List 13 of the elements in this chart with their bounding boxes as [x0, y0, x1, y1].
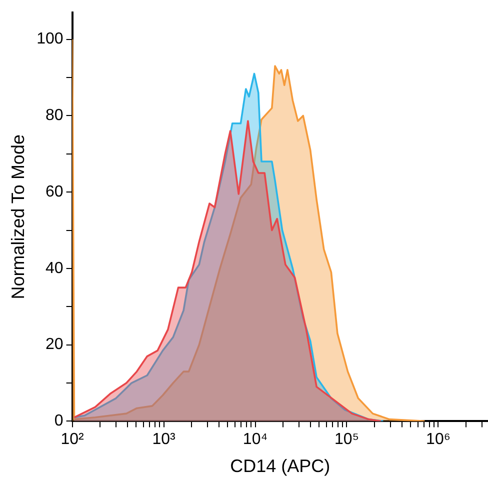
y-tick-label: 40 [46, 260, 64, 277]
x-tick-label: 10⁶ [426, 431, 450, 448]
y-axis-title: Normalized To Mode [8, 134, 28, 300]
x-tick-label: 10³ [152, 431, 176, 448]
x-tick-label: 10⁴ [242, 431, 268, 448]
y-tick-label: 60 [46, 183, 64, 200]
y-tick-label: 0 [54, 412, 64, 430]
x-tick-label: 10⁵ [334, 431, 359, 448]
y-tick-label: 20 [46, 336, 64, 354]
y-tick-label: 80 [46, 107, 64, 124]
x-tick-label: 10² [60, 431, 85, 448]
x-axis-title: CD14 (APC) [230, 456, 330, 476]
y-tick-label: 100 [36, 30, 64, 48]
